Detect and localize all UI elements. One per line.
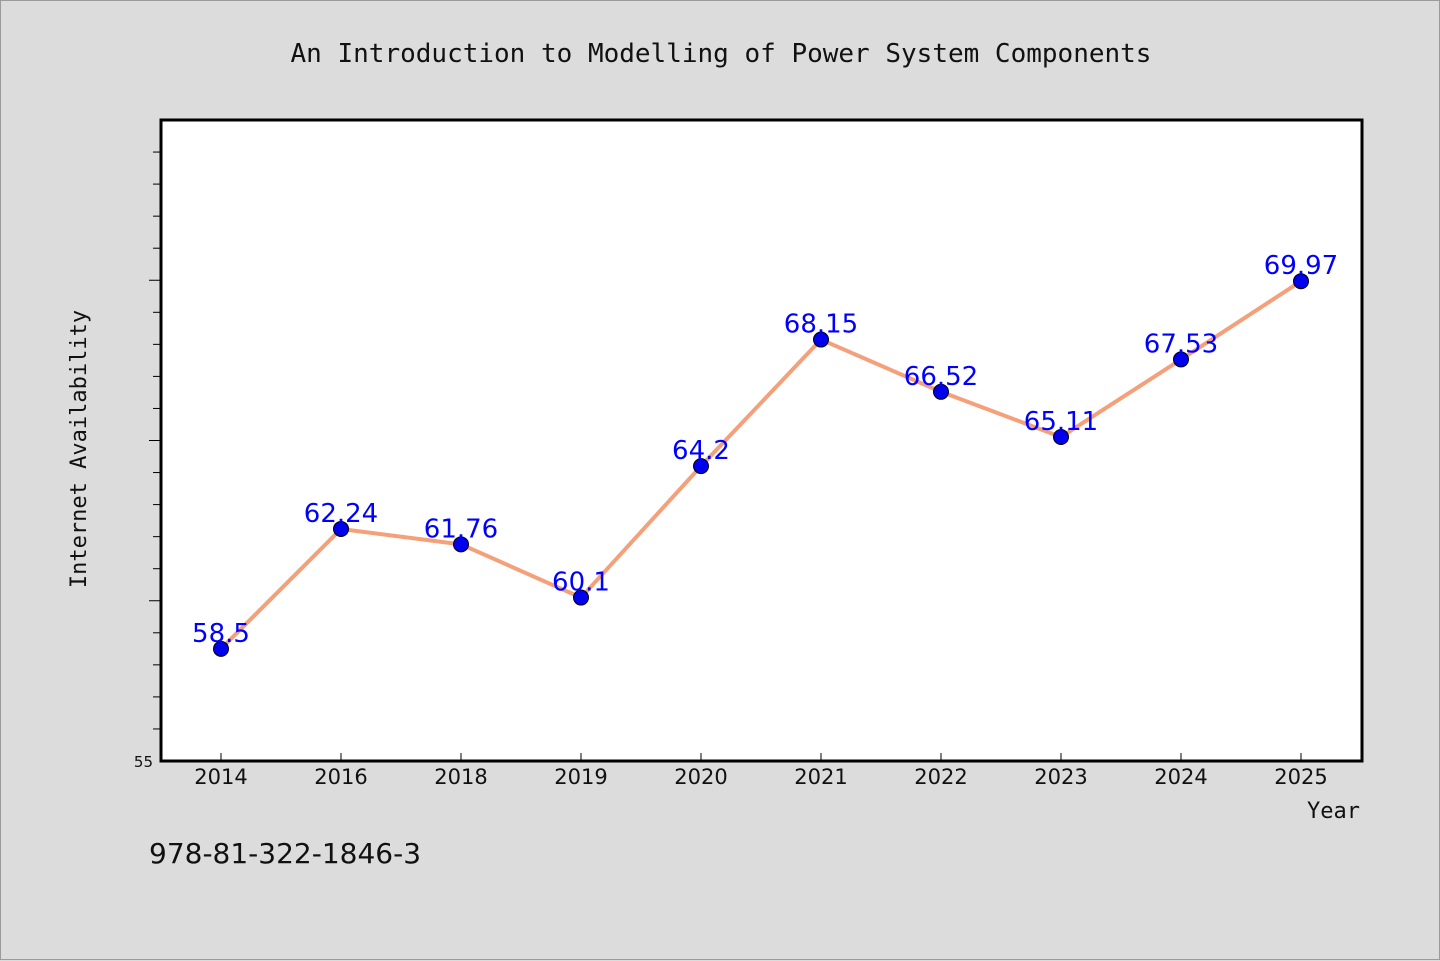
x-axis-title: Year [1307, 799, 1360, 824]
data-label: 68.15 [784, 310, 858, 340]
chart-title: An Introduction to Modelling of Power Sy… [291, 39, 1152, 69]
data-label: 64.2 [672, 436, 730, 466]
series-line [219, 279, 1303, 651]
x-tick-label: 2025 [1274, 765, 1327, 789]
data-label: 60.1 [552, 568, 610, 598]
data-point [933, 383, 949, 400]
x-tick-label: 2019 [554, 765, 607, 789]
x-tick-label: 2021 [794, 765, 847, 789]
x-tick-label: 2022 [914, 765, 967, 789]
data-point [1173, 351, 1189, 368]
x-tick-label: 2023 [1034, 765, 1087, 789]
data-point [693, 458, 709, 475]
isbn-text: 978-81-322-1846-3 [149, 837, 421, 870]
series-layer [213, 273, 1309, 657]
data-label: 69.97 [1264, 251, 1338, 281]
x-tick-label: 2016 [314, 765, 367, 789]
data-point [213, 640, 229, 657]
data-label: 65.11 [1024, 407, 1098, 437]
x-tick-label: 2018 [434, 765, 487, 789]
plot-area [159, 118, 1364, 763]
data-point [813, 331, 829, 348]
data-label: 61.76 [424, 514, 498, 544]
data-label: 67.53 [1144, 329, 1218, 359]
data-label: 66.52 [904, 362, 978, 392]
data-point [333, 520, 349, 537]
data-point [1053, 428, 1069, 445]
data-point [1293, 273, 1309, 290]
x-tick-label: 2014 [194, 765, 247, 789]
data-point [573, 589, 589, 606]
data-label: 58.5 [192, 619, 250, 649]
y-axis-ticks: 55 [134, 151, 161, 771]
y-axis-title: Internet Availability [67, 310, 92, 588]
x-axis-ticks: 2014 2016 2018 2019 2020 2021 2022 2023 2024 2025 [194, 753, 1328, 789]
y-tick-label: 55 [134, 753, 153, 771]
x-tick-label: 2024 [1154, 765, 1207, 789]
data-point [453, 536, 469, 553]
data-labels: 58.5 62.24 61.76 60.1 64.2 68.15 66.52 65.11 67.… [192, 251, 1338, 649]
x-tick-label: 2020 [674, 765, 727, 789]
data-label: 62.24 [304, 499, 378, 529]
